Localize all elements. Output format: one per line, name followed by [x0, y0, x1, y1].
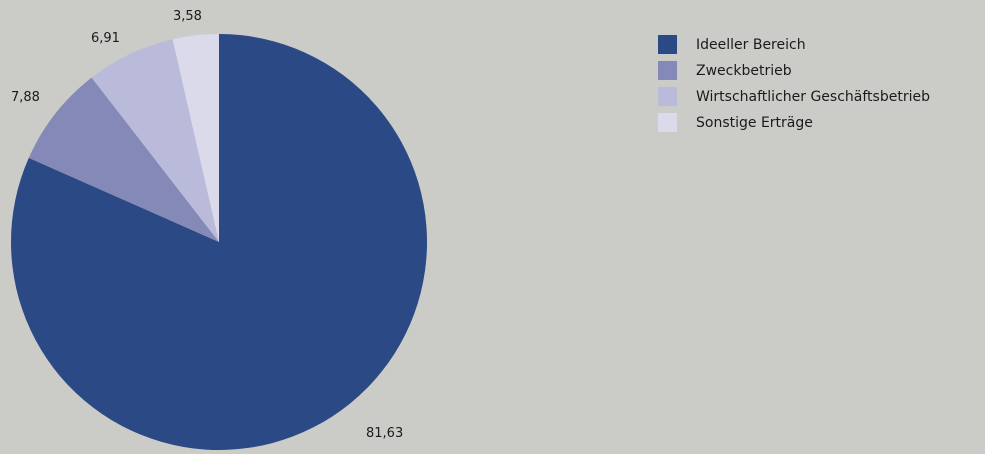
value-label-sonstige-ertraege: 3,58 — [173, 9, 202, 24]
legend-item-wirtschaftlicher-geschaeftsbetrieb: Wirtschaftlicher Geschäftsbetrieb — [658, 87, 930, 106]
value-label-zweckbetrieb: 7,88 — [11, 90, 40, 105]
legend-item-sonstige-ertraege: Sonstige Erträge — [658, 113, 930, 132]
legend-label: Zweckbetrieb — [696, 62, 792, 79]
legend-item-ideeller-bereich: Ideeller Bereich — [658, 35, 930, 54]
legend-item-zweckbetrieb: Zweckbetrieb — [658, 61, 930, 80]
legend-label: Ideeller Bereich — [696, 36, 806, 53]
pie-value-labels: 81,63 7,88 6,91 3,58 — [11, 9, 403, 441]
legend-swatch — [658, 35, 677, 54]
legend-swatch — [658, 87, 677, 106]
legend-label: Sonstige Erträge — [696, 114, 813, 131]
value-label-ideeller-bereich: 81,63 — [366, 426, 403, 441]
legend-label: Wirtschaftlicher Geschäftsbetrieb — [696, 88, 930, 105]
slice-wirtschaftlicher-geschaeftsbetrieb — [91, 39, 219, 242]
slice-ideeller-bereich — [11, 34, 427, 450]
slice-sonstige-ertraege — [172, 34, 219, 242]
legend-swatch — [658, 113, 677, 132]
legend-swatch — [658, 61, 677, 80]
pie-slices — [11, 34, 427, 450]
value-label-wirtschaftlicher-geschaeftsbetrieb: 6,91 — [91, 31, 120, 46]
slice-zweckbetrieb — [28, 77, 219, 242]
legend: Ideeller Bereich Zweckbetrieb Wirtschaft… — [658, 35, 930, 139]
